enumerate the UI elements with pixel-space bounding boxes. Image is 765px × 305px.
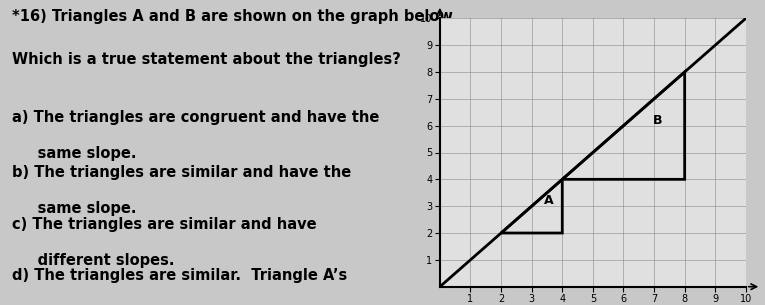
Text: A: A xyxy=(544,194,553,207)
Text: same slope.: same slope. xyxy=(12,201,136,216)
Text: Which is a true statement about the triangles?: Which is a true statement about the tria… xyxy=(12,52,401,67)
Text: a) The triangles are congruent and have the: a) The triangles are congruent and have … xyxy=(12,110,379,125)
Text: B: B xyxy=(653,114,662,127)
Text: *16) Triangles A and B are shown on the graph below.: *16) Triangles A and B are shown on the … xyxy=(12,9,457,24)
Text: different slopes.: different slopes. xyxy=(12,253,174,268)
Text: c) The triangles are similar and have: c) The triangles are similar and have xyxy=(12,217,317,231)
Text: b) The triangles are similar and have the: b) The triangles are similar and have th… xyxy=(12,165,351,180)
Text: d) The triangles are similar.  Triangle A’s: d) The triangles are similar. Triangle A… xyxy=(12,268,347,283)
Text: same slope.: same slope. xyxy=(12,146,136,161)
